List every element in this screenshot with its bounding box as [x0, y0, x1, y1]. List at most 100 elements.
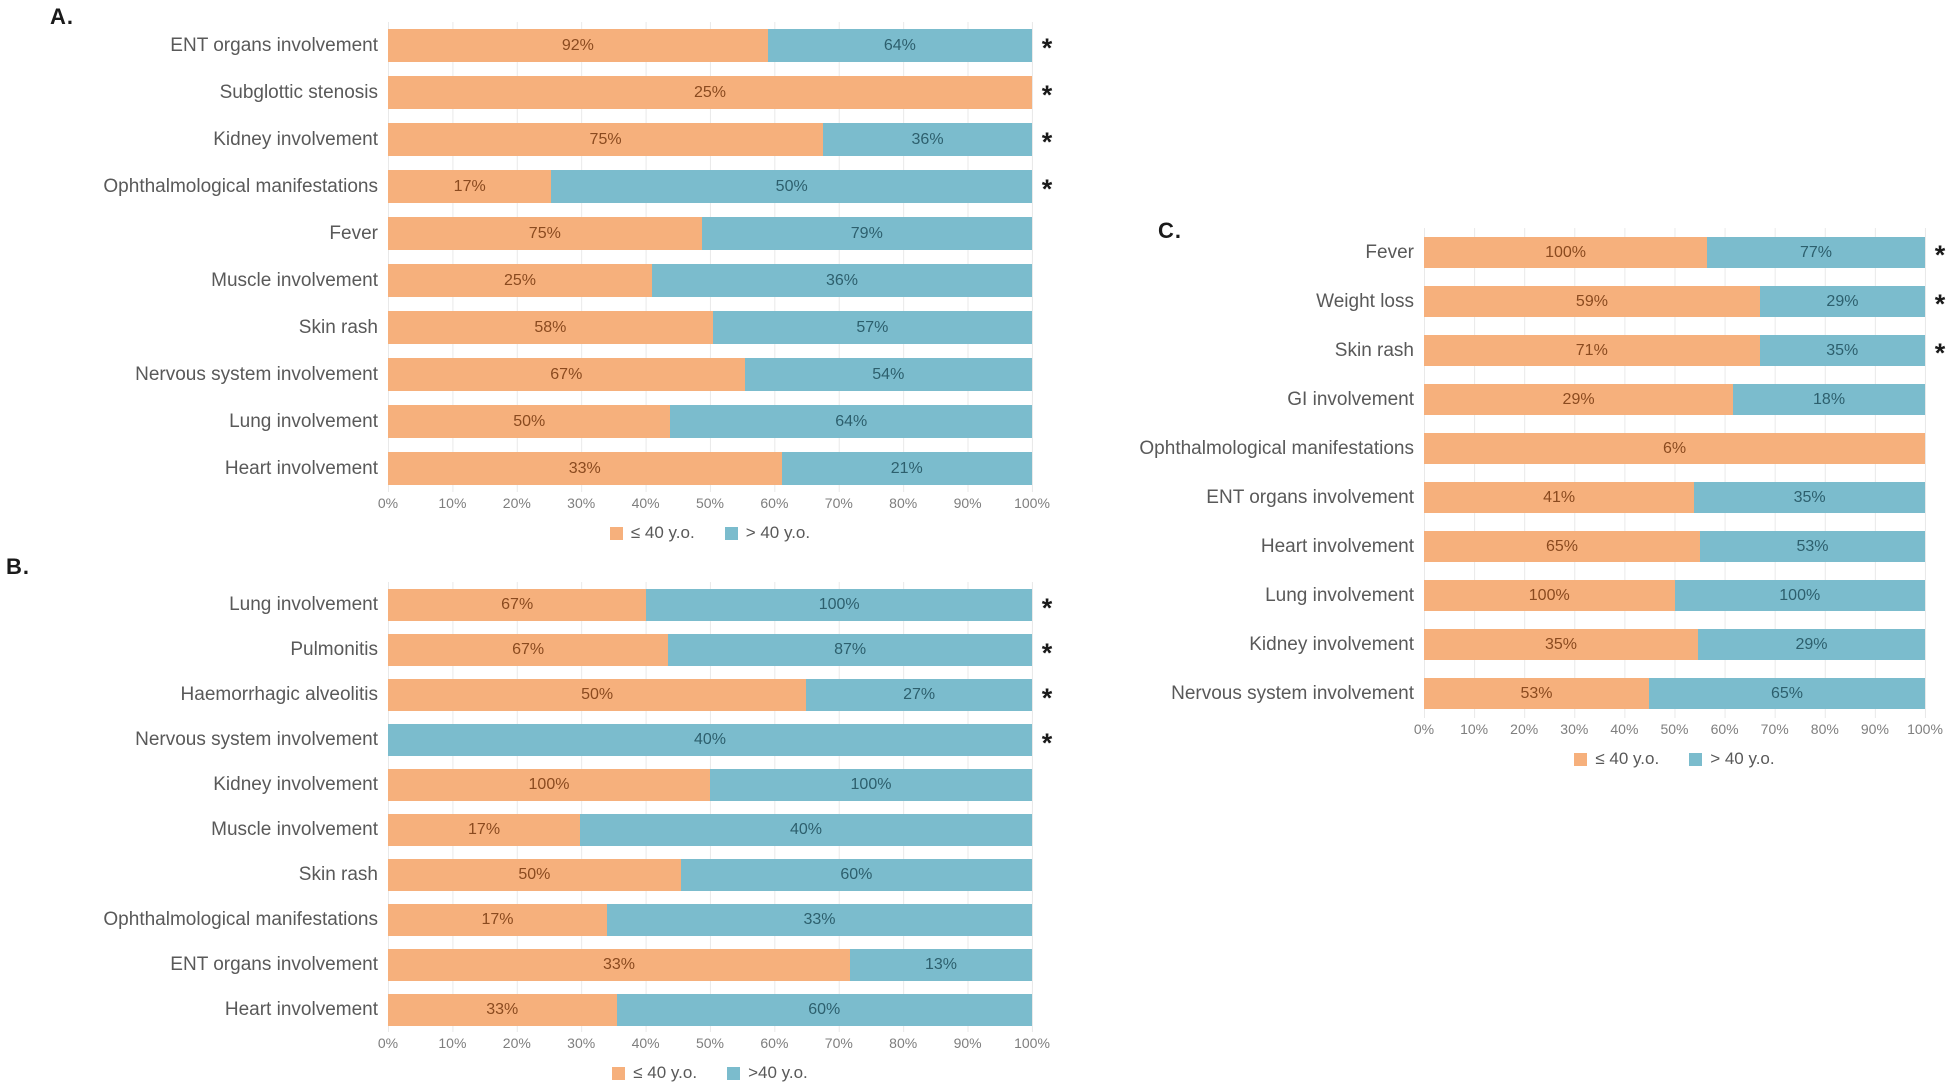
segment-over-40: 29% — [1759, 286, 1925, 317]
bars-area: Lung involvement 67% 100% * Pulmonitis 67% 87%… — [0, 582, 1062, 1032]
value-label: 57% — [856, 318, 889, 336]
bar-row: Fever 75% 79% — [0, 210, 1062, 257]
x-axis: 0% 10% 20% 30% 40% 50% 60% 70% 80% 90% 100% — [1414, 721, 1943, 741]
segment-under-40: 25% — [388, 264, 652, 297]
x-axis-tick-label: 90% — [1860, 721, 1889, 737]
bar-row: Muscle involvement 17% 40% — [0, 807, 1062, 852]
bar-row: Nervous system involvement 67% 54% — [0, 351, 1062, 398]
bar-row: Skin rash 58% 57% — [0, 304, 1062, 351]
value-label: 75% — [589, 130, 622, 148]
segment-under-40: 17% — [388, 813, 581, 846]
x-axis-tick-label: 90% — [953, 1035, 982, 1051]
stacked-bar: 35% 29% — [1424, 629, 1925, 660]
bar-row: Ophthalmological manifestations 17% 50% * — [0, 163, 1062, 210]
category-label: Heart involvement — [224, 998, 378, 1020]
segment-over-40: 35% — [1759, 335, 1925, 366]
legend-item: ≤ 40 y.o. — [1574, 749, 1659, 769]
stacked-bar: 67% 54% — [388, 358, 1032, 391]
category-label: ENT organs involvement — [170, 953, 378, 975]
bar-row: Lung involvement 67% 100% * — [0, 582, 1062, 627]
x-axis-tick-label: 80% — [889, 495, 918, 511]
bar-row: Weight loss 59% 29% * — [1080, 277, 1952, 326]
value-label: 67% — [550, 365, 583, 383]
segment-over-40: 64% — [767, 29, 1032, 62]
value-label: 33% — [486, 1000, 519, 1018]
significance-asterisk: * — [1041, 637, 1053, 668]
value-label: 50% — [581, 685, 614, 703]
category-label: Fever — [1365, 241, 1414, 263]
segment-under-40: 53% — [1424, 678, 1650, 709]
category-label: Lung involvement — [1265, 584, 1414, 606]
legend-label: ≤ 40 y.o. — [630, 523, 695, 542]
bars-area: Fever 100% 77% * Weight loss 59% 29% * Skin rash… — [1080, 228, 1952, 718]
value-label: 21% — [890, 459, 923, 477]
significance-asterisk: * — [1041, 682, 1053, 713]
stacked-bar: 33% 13% — [388, 948, 1032, 981]
value-label: 64% — [835, 412, 868, 430]
stacked-bar-chart-c: Fever 100% 77% * Weight loss 59% 29% * Skin rash… — [1080, 228, 1952, 769]
significance-asterisk: * — [1041, 727, 1053, 758]
segment-under-40: 17% — [388, 170, 552, 203]
panel-letter-a: A. — [50, 4, 74, 29]
bar-row: Skin rash 71% 35% * — [1080, 326, 1952, 375]
x-axis-tick-label: 20% — [1510, 721, 1539, 737]
value-label: 59% — [1575, 292, 1608, 310]
significance-asterisk: * — [1934, 338, 1946, 368]
bar-row: ENT organs involvement 41% 35% — [1080, 473, 1952, 522]
category-label: Ophthalmological manifestations — [1139, 437, 1414, 459]
category-label: Skin rash — [298, 863, 378, 885]
x-axis-tick-label: 50% — [1660, 721, 1689, 737]
legend: ≤ 40 y.o. > 40 y.o. — [1424, 749, 1925, 769]
value-label: 77% — [1800, 243, 1833, 261]
category-label: Haemorrhagic alveolitis — [180, 683, 378, 705]
segment-under-40: 67% — [388, 358, 745, 391]
stacked-bar: 92% 64% — [388, 29, 1032, 62]
category-label: Ophthalmological manifestations — [103, 175, 378, 197]
segment-over-40: 21% — [781, 452, 1032, 485]
bar-row: Nervous system involvement 53% 65% — [1080, 669, 1952, 718]
segment-under-40: 50% — [388, 858, 681, 891]
segment-under-40: 41% — [1424, 482, 1695, 513]
value-label: 13% — [924, 955, 958, 973]
category-label: Muscle involvement — [211, 818, 378, 840]
value-label: 36% — [825, 271, 858, 289]
x-axis-tick-label: 80% — [1810, 721, 1839, 737]
category-label: Skin rash — [1334, 339, 1414, 361]
segment-over-40: 40% — [388, 723, 1032, 756]
legend-item: > 40 y.o. — [1689, 749, 1775, 769]
legend-item: ≤ 40 y.o. — [612, 1063, 697, 1083]
bar-row: Ophthalmological manifestations 6% — [1080, 424, 1952, 473]
legend-item: > 40 y.o. — [724, 523, 810, 543]
segment-over-40: 64% — [670, 405, 1032, 438]
bar-row: Lung involvement 50% 64% — [0, 398, 1062, 445]
x-axis-tick-label: 50% — [695, 495, 725, 511]
segment-under-40: 50% — [388, 405, 671, 438]
value-label: 17% — [453, 177, 486, 195]
value-label: 33% — [803, 910, 836, 928]
x-axis-tick-label: 30% — [567, 1035, 596, 1051]
x-axis-tick-label: 20% — [502, 1035, 531, 1051]
value-label: 40% — [693, 730, 727, 748]
x-axis-tick-label: 50% — [695, 1035, 725, 1051]
x-axis-tick-label: 30% — [1560, 721, 1589, 737]
x-axis-tick-label: 40% — [631, 495, 660, 511]
value-label: 79% — [850, 224, 883, 242]
value-label: 29% — [1826, 292, 1859, 310]
value-label: 54% — [872, 365, 905, 383]
bar-row: Subglottic stenosis 25% * — [0, 69, 1062, 116]
stacked-bar: 65% 53% — [1424, 531, 1925, 562]
significance-asterisk: * — [1041, 80, 1053, 110]
x-axis-tick-label: 100% — [1014, 1035, 1050, 1051]
value-label: 50% — [518, 865, 551, 883]
value-label: 53% — [1520, 684, 1553, 702]
value-label: 17% — [468, 820, 501, 838]
value-label: 100% — [1545, 243, 1586, 261]
x-axis-tick-label: 70% — [1760, 721, 1789, 737]
segment-over-40: 57% — [712, 311, 1032, 344]
category-label: Kidney involvement — [213, 128, 378, 150]
category-label: Fever — [329, 222, 378, 244]
significance-asterisk: * — [1041, 592, 1053, 623]
stacked-bar: 25% — [388, 76, 1032, 109]
legend-label: ≤ 40 y.o. — [1595, 749, 1660, 768]
bar-row: ENT organs involvement 33% 13% — [0, 942, 1062, 987]
